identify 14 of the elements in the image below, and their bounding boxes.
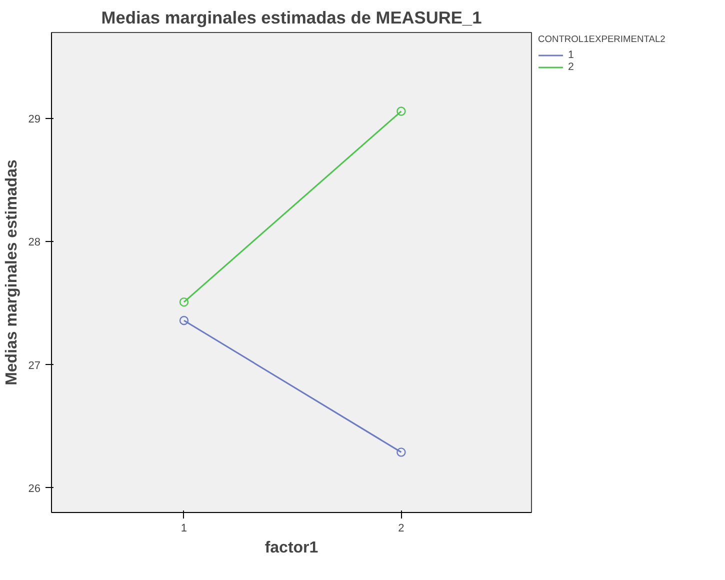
legend-label: 2 bbox=[568, 61, 575, 73]
y-tick-label: 29 bbox=[28, 114, 41, 126]
y-tick-label: 28 bbox=[28, 236, 41, 249]
point bbox=[179, 297, 189, 307]
y-axis-title: Medias marginales estimadas bbox=[3, 159, 20, 386]
point bbox=[396, 448, 406, 457]
x-axis-title: factor1 bbox=[264, 540, 318, 556]
legend-title: CONTROL1EXPERIMENTAL2 bbox=[538, 34, 666, 44]
y-tick-label: 27 bbox=[28, 360, 41, 372]
chart-title: Medias marginales estimadas de MEASURE_1 bbox=[101, 8, 482, 28]
point bbox=[396, 106, 406, 116]
y-tick-label: 26 bbox=[28, 482, 41, 495]
point bbox=[179, 316, 189, 326]
legend-label: 1 bbox=[568, 49, 575, 61]
